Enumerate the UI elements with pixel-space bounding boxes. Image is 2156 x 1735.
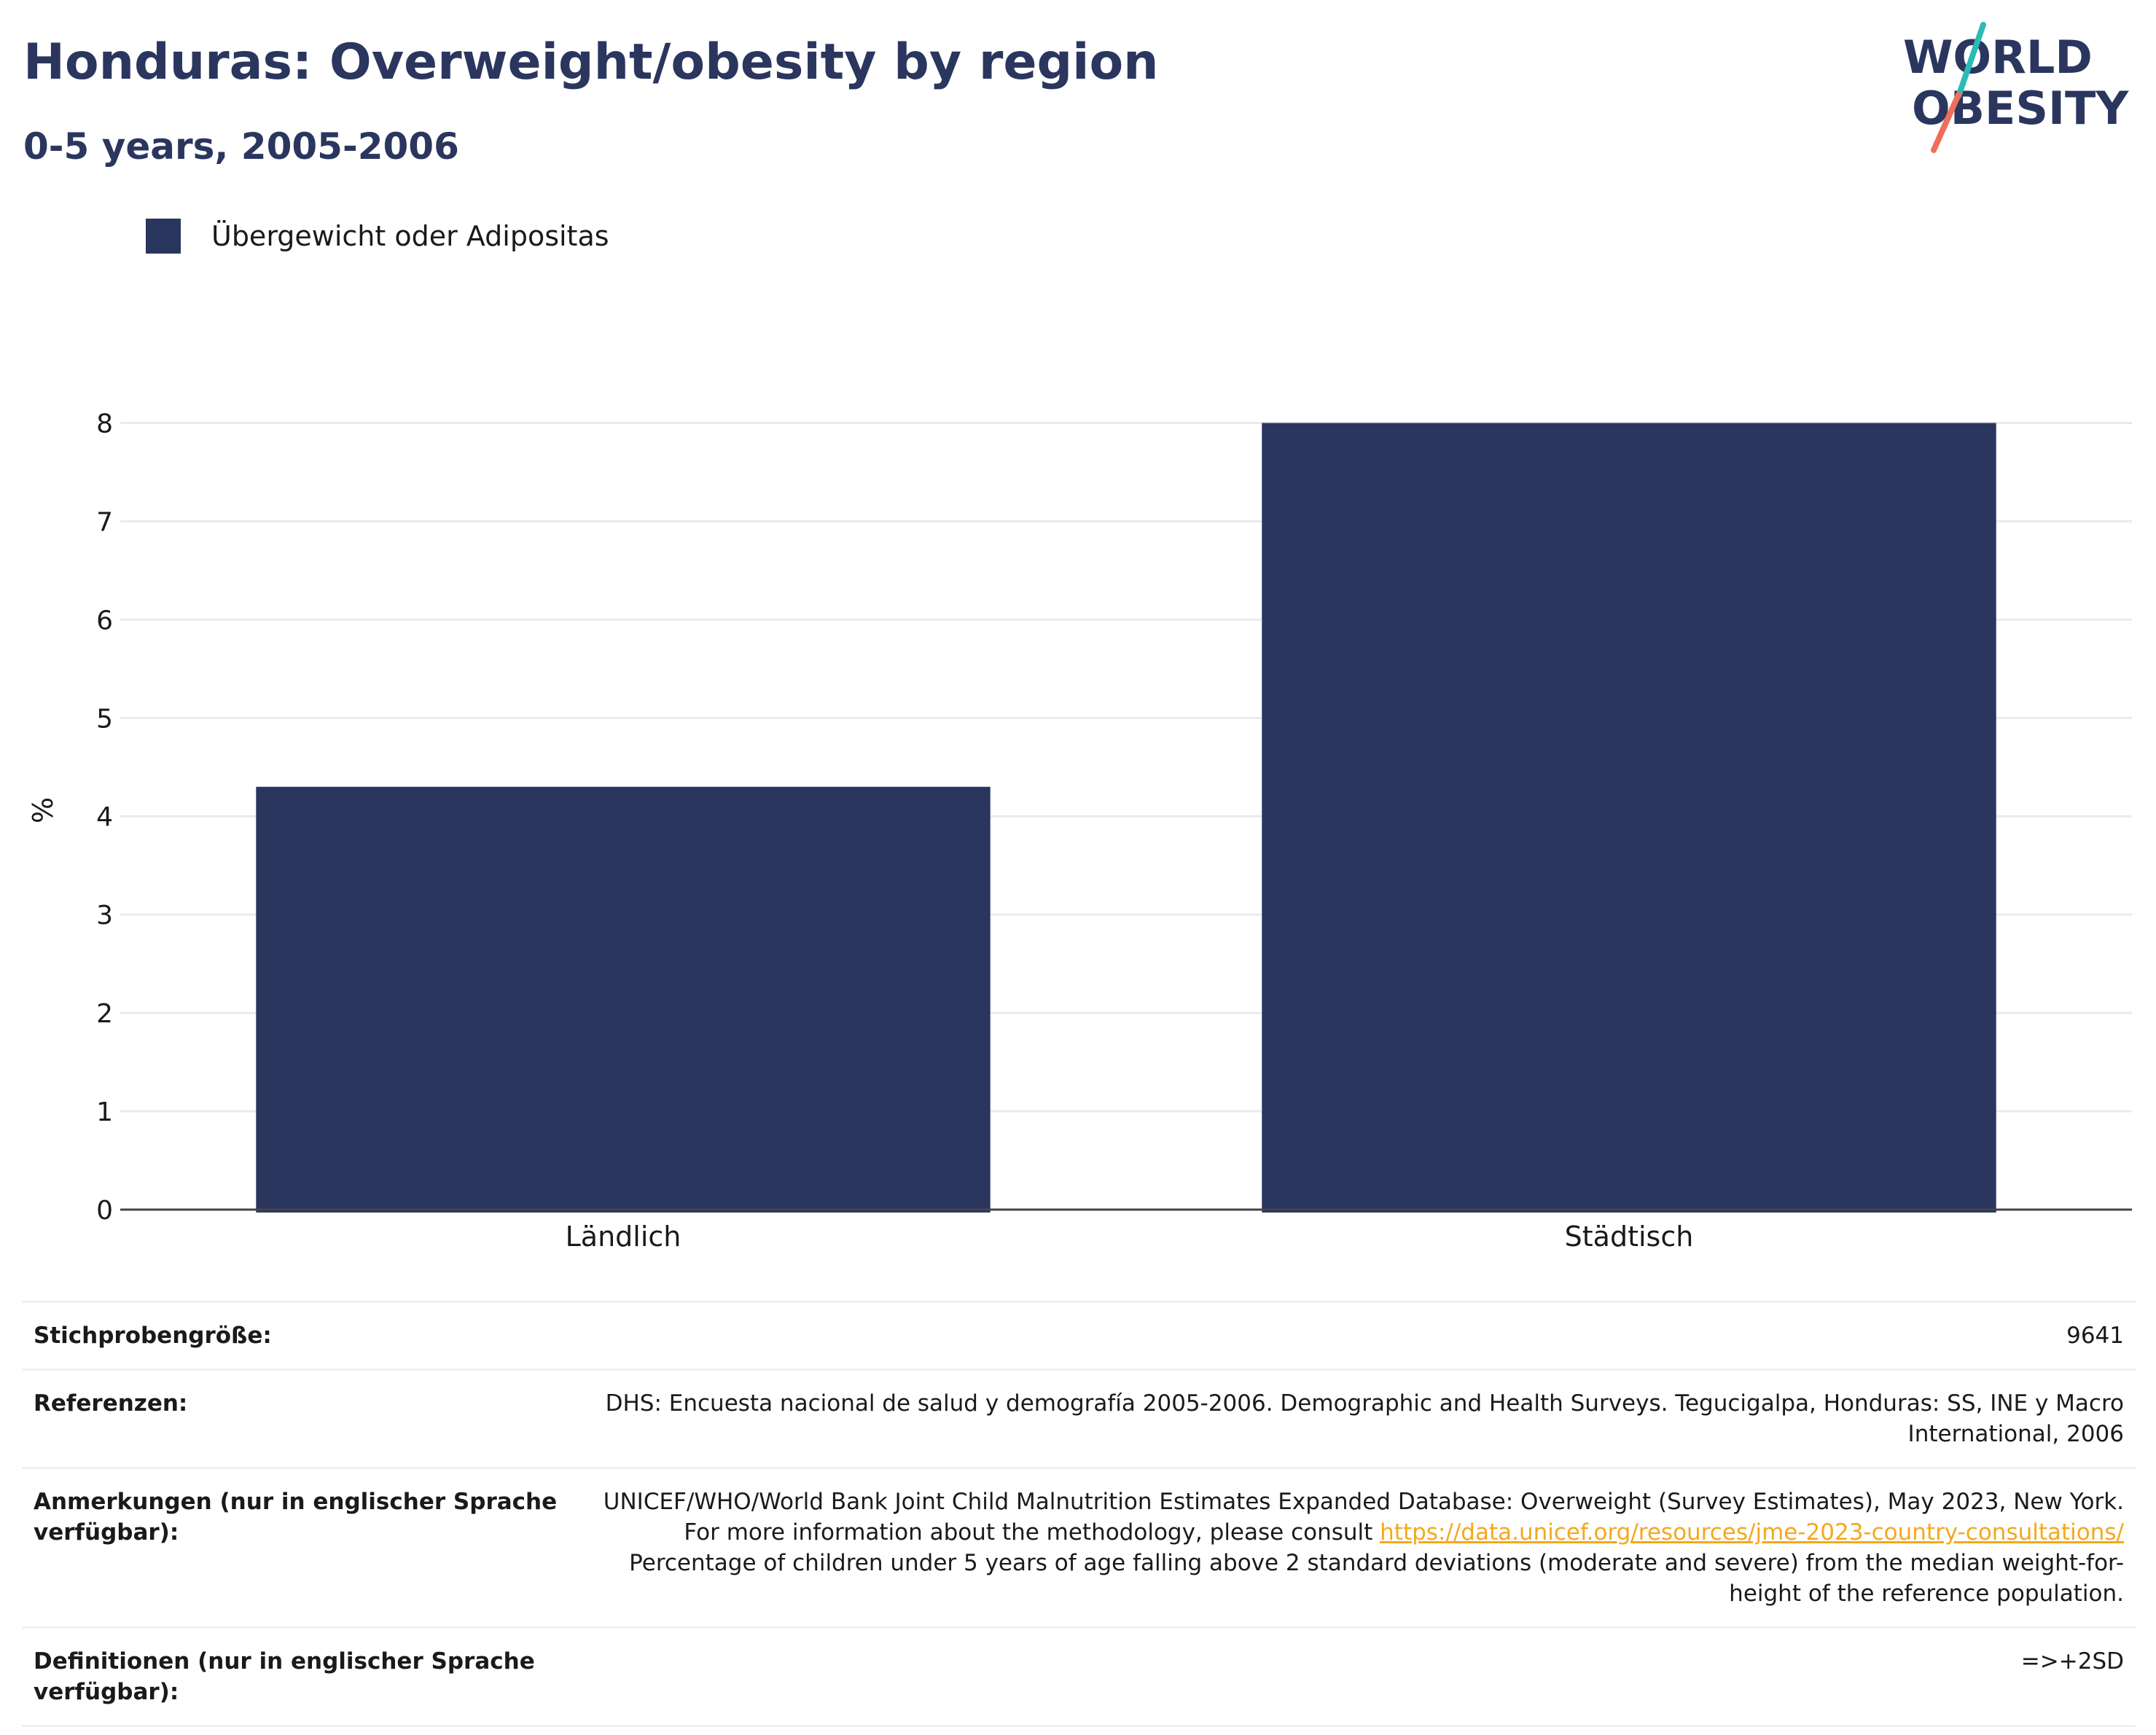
chart-legend[interactable]: Übergewicht oder Adipositas (146, 219, 609, 254)
logo-word-obesity: OBESITY (1912, 82, 2129, 135)
y-tick-label: 3 (96, 901, 113, 931)
bar (256, 786, 991, 1213)
legend-swatch (146, 219, 181, 254)
definitions-label: Definitionen (nur in englischer Sprache … (34, 1648, 535, 1705)
x-tick-label: Ländlich (566, 1221, 681, 1253)
y-tick-label: 7 (96, 507, 113, 537)
sample-size-label: Stichprobengröße: (34, 1323, 272, 1349)
logo-slash-top (1956, 22, 1986, 99)
logo-slash-bottom (1931, 92, 1961, 153)
references-value: DHS: Encuesta nacional de salud y demogr… (605, 1390, 2124, 1447)
notes-label: Anmerkungen (nur in englischer Sprache v… (34, 1489, 558, 1546)
world-obesity-logo: WORLD OBESITY (1903, 22, 2129, 153)
references-row: Referenzen: DHS: Encuesta nacional de sa… (22, 1369, 2136, 1468)
references-label: Referenzen: (34, 1390, 188, 1417)
definitions-row: Definitionen (nur in englischer Sprache … (22, 1627, 2136, 1726)
y-tick-label: 1 (96, 1097, 113, 1127)
notes-value: UNICEF/WHO/World Bank Joint Child Malnut… (570, 1468, 2136, 1628)
definitions-value: =>+2SD (2020, 1648, 2124, 1675)
y-tick-label: 0 (96, 1196, 113, 1226)
y-tick-label: 8 (96, 409, 113, 439)
chart-subtitle: 0-5 years, 2005-2006 (23, 125, 459, 168)
sample-size-value: 9641 (2066, 1323, 2124, 1349)
notes-text-after: Percentage of children under 5 years of … (629, 1550, 2124, 1607)
y-axis-title: % (27, 797, 59, 823)
legend-label: Übergewicht oder Adipositas (211, 220, 609, 252)
y-tick-label: 5 (96, 704, 113, 734)
bar-chart: 0 1 2 3 4 5 6 7 8% Ländlich Städtisch (27, 409, 2132, 1253)
y-tick-label: 2 (96, 999, 113, 1029)
sample-size-row: Stichprobengröße: 9641 (22, 1301, 2136, 1370)
chart-title: Honduras: Overweight/obesity by region (23, 34, 1159, 91)
methodology-link[interactable]: https://data.unicef.org/resources/jme-20… (1380, 1519, 2124, 1546)
logo-word-world: WORLD (1903, 31, 2093, 84)
y-tick-label: 6 (96, 606, 113, 635)
bar (1262, 423, 1996, 1213)
notes-row: Anmerkungen (nur in englischer Sprache v… (22, 1468, 2136, 1628)
metadata-table: Stichprobengröße: 9641 Referenzen: DHS: … (22, 1301, 2136, 1727)
y-tick-label: 4 (96, 802, 113, 832)
notes-text-before: UNICEF/WHO/World Bank Joint Child Malnut… (603, 1489, 2124, 1546)
x-tick-label: Städtisch (1565, 1221, 1694, 1253)
